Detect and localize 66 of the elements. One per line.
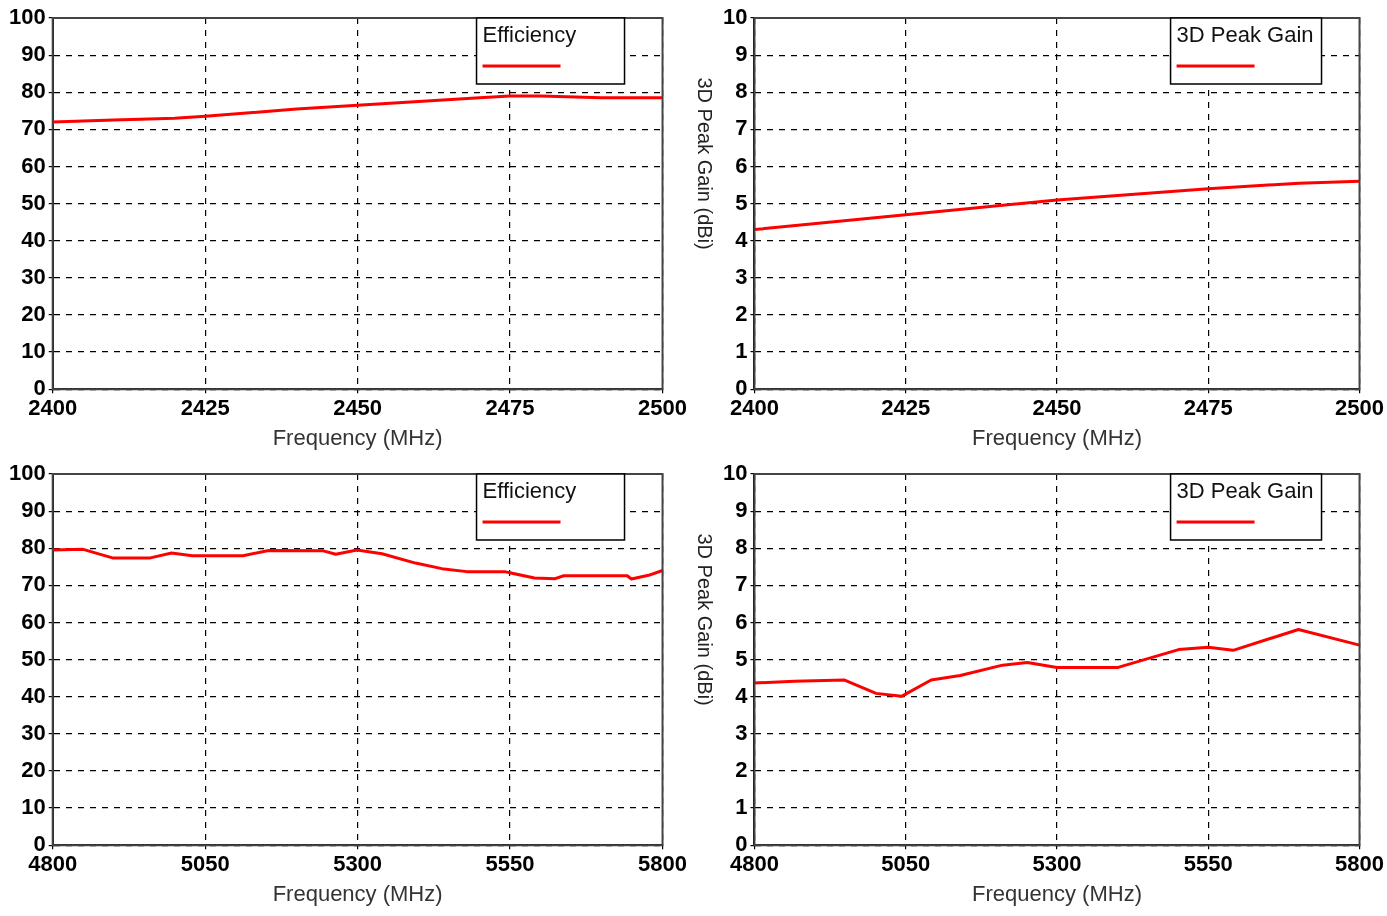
legend-title: 3D Peak Gain xyxy=(1176,22,1314,48)
y-tick-label: 5 xyxy=(735,189,748,215)
y-tick-label: 6 xyxy=(735,608,748,634)
y-tick-label: 1 xyxy=(735,794,748,820)
y-tick-label: 7 xyxy=(735,115,748,141)
y-tick-label: 80 xyxy=(21,78,46,104)
y-tick-label: 60 xyxy=(21,152,46,178)
x-tick-label: 5050 xyxy=(881,851,931,877)
y-axis-title: 3D Peak Gain (dBi) xyxy=(694,77,717,250)
y-tick-label: 100 xyxy=(8,460,46,486)
y-tick-label: 50 xyxy=(21,645,46,671)
legend-title: Efficiency xyxy=(482,22,577,48)
x-tick-label: 5300 xyxy=(1032,851,1082,877)
y-tick-label: 40 xyxy=(21,682,46,708)
x-tick-label: 2475 xyxy=(485,395,535,421)
x-tick-label: 5800 xyxy=(1335,851,1385,877)
y-tick-label: 10 xyxy=(21,794,46,820)
y-tick-label: 20 xyxy=(21,757,46,783)
y-tick-label: 60 xyxy=(21,608,46,634)
x-tick-label: 2500 xyxy=(638,395,688,421)
x-tick-label: 2450 xyxy=(333,395,383,421)
y-tick-label: 7 xyxy=(735,571,748,597)
y-tick-label: 9 xyxy=(735,41,748,67)
x-tick-label: 2425 xyxy=(881,395,931,421)
y-tick-label: 8 xyxy=(735,78,748,104)
y-tick-label: 10 xyxy=(722,4,748,30)
y-tick-label: 9 xyxy=(735,497,748,523)
x-tick-label: 5550 xyxy=(485,851,535,877)
x-tick-label: 5050 xyxy=(180,851,230,877)
y-axis-title: 3D Peak Gain (dBi) xyxy=(694,533,717,706)
y-tick-label: 8 xyxy=(735,534,748,560)
y-tick-label: 90 xyxy=(21,497,46,523)
y-tick-label: 2 xyxy=(735,301,748,327)
y-tick-label: 30 xyxy=(21,263,46,289)
x-tick-label: 5550 xyxy=(1183,851,1233,877)
y-tick-label: 4 xyxy=(735,226,749,252)
y-tick-label: 10 xyxy=(21,338,46,364)
y-tick-label: 80 xyxy=(21,534,46,560)
y-tick-label: 3 xyxy=(735,263,748,289)
x-axis-title: Frequency (MHz) xyxy=(972,880,1142,906)
x-tick-label: 2450 xyxy=(1032,395,1082,421)
y-tick-label: 70 xyxy=(21,115,46,141)
y-tick-label: 50 xyxy=(21,189,46,215)
y-tick-label: 3 xyxy=(735,719,748,745)
y-tick-label: 2 xyxy=(735,757,748,783)
y-tick-label: 100 xyxy=(8,4,46,30)
legend-title: Efficiency xyxy=(482,478,577,504)
x-axis-title: Frequency (MHz) xyxy=(272,424,443,450)
y-tick-label: 1 xyxy=(735,338,748,364)
legend-title: 3D Peak Gain xyxy=(1176,478,1314,504)
y-tick-label: 90 xyxy=(21,41,46,67)
y-tick-label: 4 xyxy=(735,682,749,708)
x-axis-title: Frequency (MHz) xyxy=(272,880,443,906)
x-tick-label: 2500 xyxy=(1335,395,1385,421)
y-tick-label: 20 xyxy=(21,301,46,327)
y-tick-label: 30 xyxy=(21,719,46,745)
y-tick-label: 40 xyxy=(21,226,46,252)
x-tick-label: 2475 xyxy=(1183,395,1233,421)
y-tick-label: 6 xyxy=(735,152,748,178)
x-tick-label: 5300 xyxy=(333,851,383,877)
x-axis-title: Frequency (MHz) xyxy=(972,424,1142,450)
x-tick-label: 5800 xyxy=(638,851,688,877)
y-tick-label: 10 xyxy=(722,460,748,486)
y-tick-label: 70 xyxy=(21,571,46,597)
y-tick-label: 5 xyxy=(735,645,748,671)
x-tick-label: 2425 xyxy=(180,395,230,421)
